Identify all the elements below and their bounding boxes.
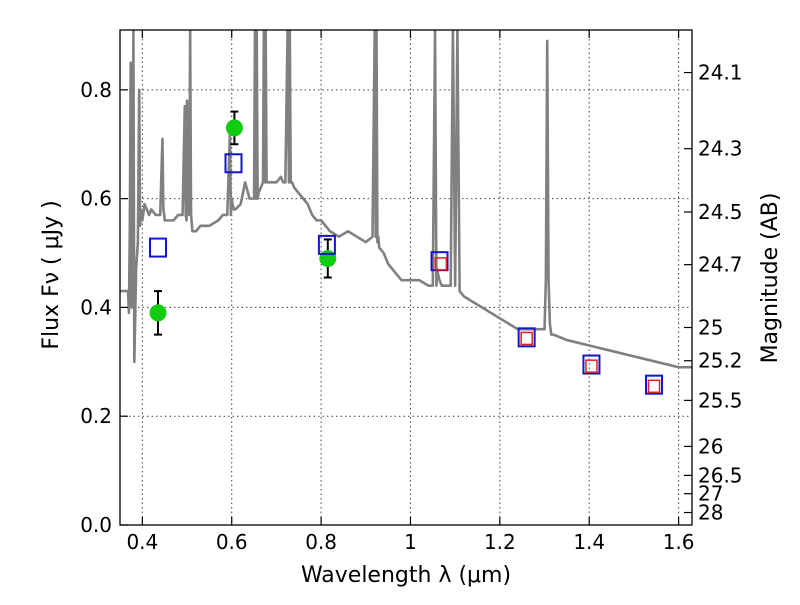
green-data-point bbox=[319, 249, 337, 267]
grid-layer bbox=[120, 30, 692, 526]
spectrum-line bbox=[120, 30, 692, 369]
blue-square-marker bbox=[148, 237, 167, 258]
y-tick-label: 0.8 bbox=[80, 78, 112, 102]
right-tick-label: 25 bbox=[698, 316, 723, 340]
green-data-point bbox=[149, 304, 167, 322]
right-tick-label: 27 bbox=[698, 482, 723, 506]
y-tick-label: 0.6 bbox=[80, 187, 112, 211]
x-tick-label: 1.4 bbox=[573, 530, 605, 554]
spectrum-layer bbox=[120, 30, 692, 369]
red-square-marker bbox=[585, 359, 598, 373]
x-axis-label: Wavelength λ (μm) bbox=[301, 563, 511, 588]
blue-square-marker bbox=[224, 153, 243, 174]
green-data-point bbox=[225, 119, 243, 137]
right-axis-label: Magnitude (AB) bbox=[758, 193, 783, 364]
label-layer: Wavelength λ (μm) Flux Fν ( μJy ) Magnit… bbox=[39, 193, 783, 588]
x-tick-label: 0.4 bbox=[126, 530, 158, 554]
y-tick-label: 0.0 bbox=[80, 513, 112, 537]
x-tick-label: 1.6 bbox=[663, 530, 695, 554]
right-tick-label: 28 bbox=[698, 501, 723, 525]
right-tick-label: 26.5 bbox=[698, 463, 743, 487]
blue-square-marker bbox=[582, 354, 601, 375]
right-tick-label: 24.1 bbox=[698, 61, 743, 85]
y-tick-label: 0.4 bbox=[80, 295, 112, 319]
right-tick-label: 26 bbox=[698, 434, 723, 458]
x-tick-label: 1.2 bbox=[484, 530, 516, 554]
x-tick-label: 1 bbox=[404, 530, 417, 554]
plot-frame bbox=[119, 29, 693, 526]
right-tick-label: 24.7 bbox=[698, 253, 743, 277]
right-tick-label: 24.5 bbox=[698, 200, 743, 224]
right-tick-label: 24.3 bbox=[698, 137, 743, 161]
red-square-marker bbox=[647, 379, 661, 394]
y-axis-label: Flux Fν ( μJy ) bbox=[39, 200, 64, 349]
right-tick-label: 25.5 bbox=[698, 388, 743, 412]
red-square-marker bbox=[520, 331, 533, 346]
x-tick-label: 0.6 bbox=[216, 530, 248, 554]
x-tick-label: 0.8 bbox=[305, 530, 337, 554]
y-tick-label: 0.2 bbox=[80, 404, 112, 428]
tick-layer: 0.4 0.6 0.8 1 1.2 1.4 1.6 0.0 0.2 0.4 0.6 0.8 24.1 24… bbox=[80, 30, 743, 554]
blue-square-marker bbox=[645, 374, 664, 395]
right-tick-label: 25.2 bbox=[698, 349, 743, 373]
blue-square-marker bbox=[317, 234, 336, 255]
frame-layer bbox=[119, 29, 693, 526]
blue-square-marker bbox=[517, 327, 536, 348]
points-layer bbox=[148, 110, 664, 395]
red-square-marker bbox=[434, 257, 448, 271]
